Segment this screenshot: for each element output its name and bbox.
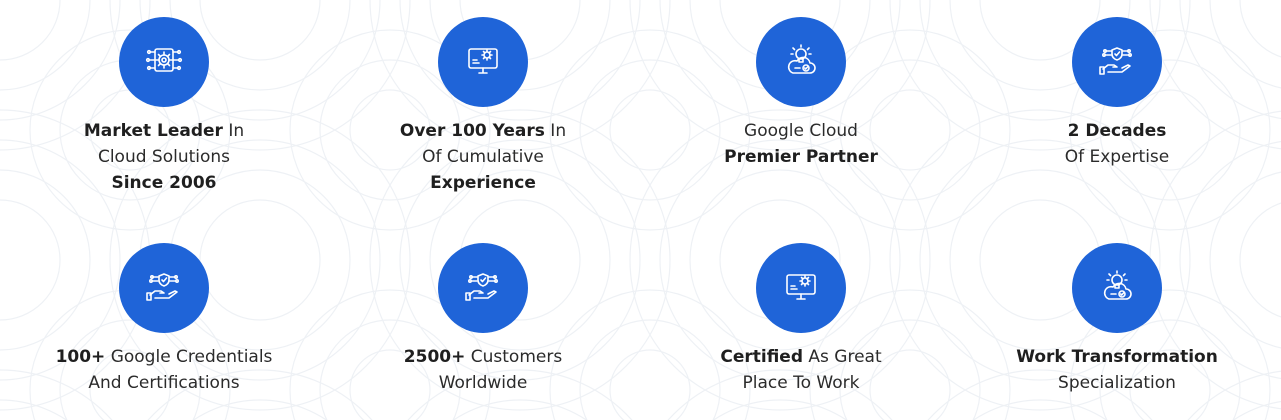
stat-label: Work Transformation Specialization xyxy=(1016,347,1218,393)
circuit-gear-icon xyxy=(144,40,184,84)
cloud-lightbulb-icon xyxy=(781,40,821,84)
icon-badge xyxy=(119,243,209,333)
stat-label: 2 Decades Of Expertise xyxy=(1064,121,1170,167)
icon-badge xyxy=(1072,243,1162,333)
icon-badge xyxy=(438,17,528,107)
icon-badge xyxy=(756,17,846,107)
monitor-gear-icon xyxy=(781,266,821,310)
stat-label: 2500+ Customers Worldwide xyxy=(403,347,563,393)
hand-shield-network-icon xyxy=(463,266,503,310)
icon-badge xyxy=(438,243,528,333)
icon-badge xyxy=(756,243,846,333)
stat-label: Google Cloud Premier Partner xyxy=(724,121,878,167)
hand-shield-network-icon xyxy=(144,266,184,310)
cloud-lightbulb-icon xyxy=(1097,266,1137,310)
stat-label: Certified As Great Place To Work xyxy=(720,347,882,393)
stat-label: Over 100 Years In Of Cumulative Experien… xyxy=(399,121,567,193)
icon-badge xyxy=(1072,17,1162,107)
monitor-gear-icon xyxy=(463,40,503,84)
stat-label: Market Leader In Cloud Solutions Since 2… xyxy=(83,121,245,193)
stat-label: 100+ Google Credentials And Certificatio… xyxy=(55,347,273,393)
hand-shield-network-icon xyxy=(1097,40,1137,84)
icon-badge xyxy=(119,17,209,107)
